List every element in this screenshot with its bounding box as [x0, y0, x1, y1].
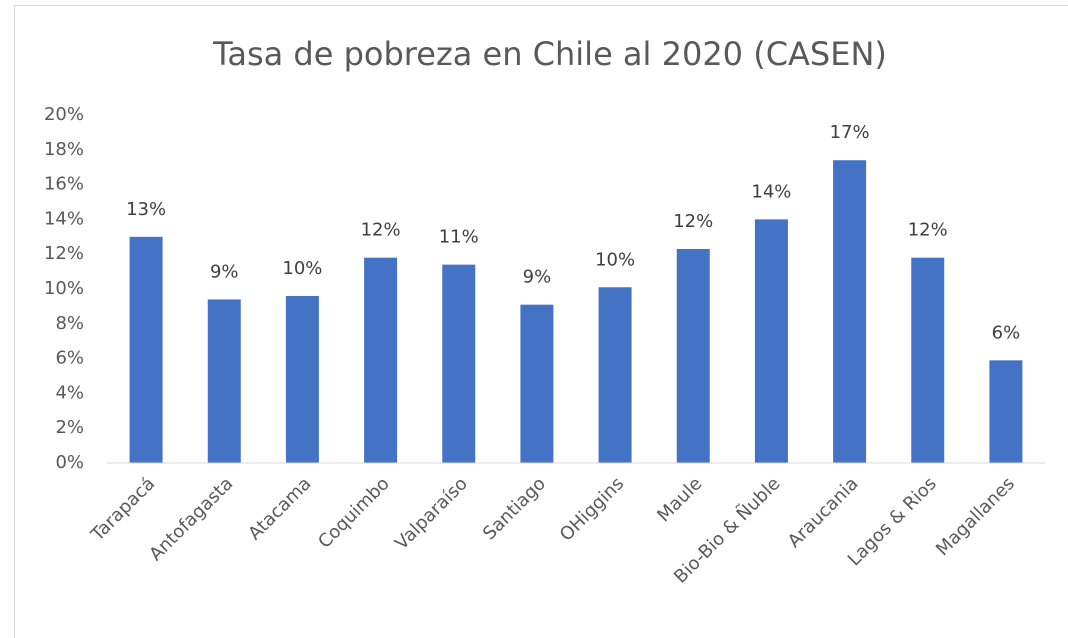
bar	[833, 160, 867, 464]
data-label: 14%	[751, 181, 791, 202]
chart-title: Tasa de pobreza en Chile al 2020 (CASEN)	[212, 35, 887, 73]
bar	[676, 248, 710, 463]
data-label: 11%	[439, 227, 479, 248]
x-tick-label: Antofagasta	[145, 473, 237, 565]
x-tick-label: Valparaíso	[391, 473, 472, 554]
x-tick-label: Coquimbo	[314, 473, 393, 552]
y-tick-label: 14%	[44, 208, 84, 229]
bar	[989, 360, 1023, 463]
data-label: 10%	[282, 258, 322, 279]
chart-frame	[14, 5, 1068, 638]
data-label: 17%	[830, 122, 870, 143]
y-tick-label: 6%	[55, 348, 84, 369]
x-tick-label: Magallanes	[932, 473, 1019, 560]
bar	[207, 299, 241, 463]
data-label: 6%	[992, 322, 1021, 343]
y-tick-label: 18%	[44, 139, 84, 160]
y-tick-label: 0%	[55, 452, 84, 473]
y-tick-label: 2%	[55, 417, 84, 438]
y-tick-label: 20%	[44, 104, 84, 125]
y-tick-label: 4%	[55, 382, 84, 403]
data-label: 12%	[673, 211, 713, 232]
y-tick-label: 16%	[44, 174, 84, 195]
bar	[442, 264, 476, 463]
data-label: 12%	[908, 220, 948, 241]
x-tick-label: Atacama	[244, 473, 315, 544]
data-label: 13%	[126, 199, 166, 220]
x-tick-label: Araucania	[784, 473, 863, 552]
y-tick-label: 8%	[55, 313, 84, 334]
data-label: 9%	[523, 267, 552, 288]
data-label: 9%	[210, 261, 239, 282]
data-label: 12%	[361, 220, 401, 241]
x-tick-label: OHiggins	[556, 473, 628, 545]
y-tick-label: 12%	[44, 243, 84, 264]
bar	[364, 257, 398, 463]
x-tick-label: Maule	[653, 473, 706, 526]
bar	[285, 295, 319, 463]
y-tick-label: 10%	[44, 278, 84, 299]
x-tick-label: Tarapacá	[86, 473, 159, 546]
bar	[911, 257, 945, 463]
bar	[754, 219, 788, 463]
x-tick-label: Santiago	[479, 473, 550, 544]
data-label: 10%	[595, 249, 635, 270]
bar	[520, 304, 554, 463]
bar	[129, 236, 163, 463]
bar	[598, 287, 632, 463]
